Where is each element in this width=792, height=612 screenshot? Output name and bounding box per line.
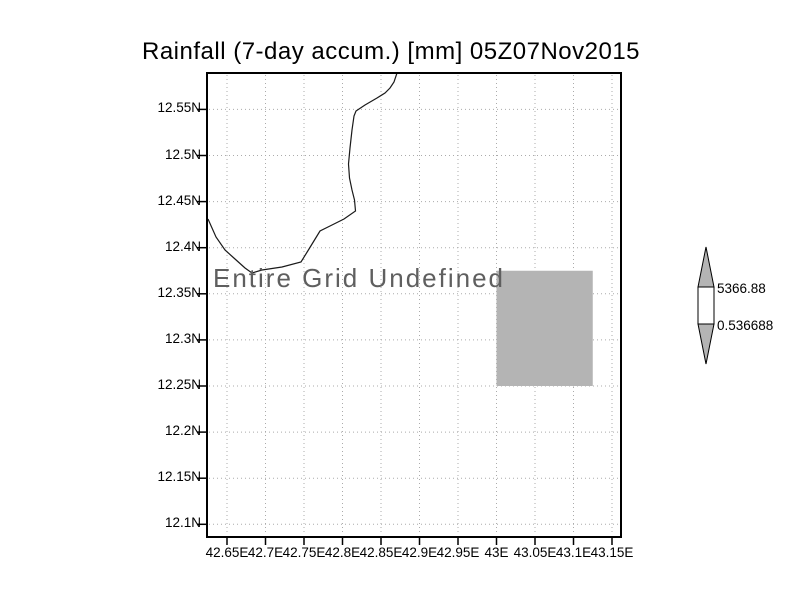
y-tick-label: 12.35N	[157, 284, 201, 300]
coastline	[207, 72, 398, 274]
y-tick-label: 12.15N	[157, 469, 201, 485]
colorbar-lower-arrow	[697, 323, 715, 365]
masked-region	[496, 270, 593, 386]
x-tick-label: 43.15E	[590, 545, 634, 560]
colorbar	[697, 246, 715, 365]
y-tick-label: 12.3N	[164, 330, 201, 346]
y-tick-label: 12.25N	[157, 377, 201, 392]
chart-title: Rainfall (7-day accum.) [mm] 05Z07Nov201…	[142, 38, 641, 65]
y-tick-label: 12.45N	[157, 192, 201, 208]
y-tick-label: 12.4N	[164, 238, 201, 254]
x-tick-label: 42.65E	[205, 545, 249, 560]
x-tick-label: 42.9E	[401, 545, 438, 560]
y-tick-label: 12.2N	[164, 423, 201, 439]
x-tick-label: 42.75E	[282, 545, 326, 560]
y-tick-label: 12.1N	[164, 515, 201, 531]
x-tick-label: 42.8E	[324, 545, 361, 560]
x-tick-label: 43.1E	[555, 545, 592, 560]
x-tick-label: 42.7E	[247, 545, 284, 560]
colorbar-upper-arrow	[697, 246, 715, 288]
gridlines	[209, 75, 619, 535]
y-tick-label: 12.5N	[164, 146, 201, 162]
plot-frame	[206, 72, 622, 538]
colorbar-box	[697, 286, 715, 325]
axis-ticks	[197, 108, 613, 545]
x-tick-label: 43E	[484, 545, 509, 560]
y-tick-label: 12.55N	[157, 100, 201, 116]
x-tick-label: 43.05E	[513, 545, 557, 560]
colorbar-min-label: 0.536688	[717, 318, 774, 333]
x-tick-label: 42.85E	[359, 545, 403, 560]
x-tick-label: 42.95E	[436, 545, 480, 560]
annotation-text: Entire Grid Undefined	[213, 263, 506, 293]
colorbar-max-label: 5366.88	[717, 281, 766, 296]
